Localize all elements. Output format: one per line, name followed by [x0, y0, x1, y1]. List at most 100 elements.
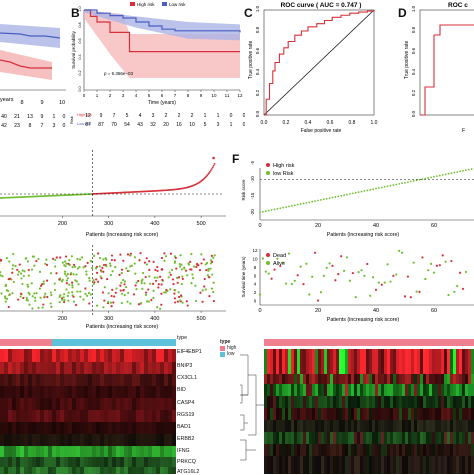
- survival-point-alive: [294, 280, 296, 282]
- survival-point-alive: [179, 266, 181, 268]
- survival-point-alive: [453, 291, 455, 293]
- gene-label: BNIP3: [177, 363, 192, 369]
- heatmap-cell: [294, 374, 297, 384]
- risk-point-low: [285, 206, 287, 208]
- heatmap-cell: [60, 457, 64, 467]
- heatmap-cell: [360, 408, 363, 420]
- heatmap-cell: [396, 384, 399, 396]
- survival-point-alive: [44, 293, 46, 295]
- survival-point-dead: [96, 272, 98, 274]
- risk-point-low: [439, 175, 441, 177]
- heatmap-cell: [267, 374, 270, 384]
- survival-point-alive: [13, 281, 15, 283]
- heatmap-cell: [393, 420, 396, 432]
- risk-table-value: 13: [27, 114, 33, 120]
- heatmap-cell: [4, 398, 8, 410]
- survival-point-alive: [194, 285, 196, 287]
- survival-point-alive: [190, 253, 192, 255]
- heatmap-cell: [441, 420, 444, 432]
- heatmap-cell: [354, 349, 357, 374]
- survival-point-alive: [43, 280, 45, 282]
- survival-point-dead: [177, 282, 179, 284]
- survival-point-alive: [64, 273, 66, 275]
- survival-point-dead: [204, 278, 206, 280]
- survival-point-alive: [71, 291, 73, 293]
- risk-point-low: [346, 194, 348, 196]
- survival-point-dead: [22, 297, 24, 299]
- heatmap-cell: [321, 349, 324, 374]
- survival-point-alive: [71, 286, 73, 288]
- heatmap-cell: [294, 432, 297, 444]
- heatmap-cell: [420, 374, 423, 384]
- heatmap-cell: [270, 444, 273, 456]
- heatmap-cell: [399, 349, 402, 374]
- heatmap-cell: [411, 349, 414, 374]
- heatmap-cell: [348, 396, 351, 408]
- heatmap-cell: [435, 420, 438, 432]
- heatmap-cell: [273, 384, 276, 396]
- heatmap-cell: [357, 432, 360, 444]
- heatmap-cell: [92, 386, 96, 398]
- heatmap-cell: [100, 398, 104, 410]
- survival-point-alive: [81, 256, 83, 258]
- heatmap-cell: [32, 362, 36, 374]
- survival-point-alive: [129, 303, 131, 305]
- heatmap-cell: [72, 457, 76, 467]
- heatmap-cell: [156, 410, 160, 422]
- legend-label: Alive: [273, 261, 285, 267]
- heatmap-cell: [366, 444, 369, 456]
- survival-point-dead: [174, 297, 176, 299]
- heatmap-cell: [414, 420, 417, 432]
- heatmap-cell: [378, 420, 381, 432]
- legend-swatch-high: [220, 346, 225, 351]
- survival-point-dead: [111, 295, 113, 297]
- heatmap-cell: [160, 446, 164, 457]
- heatmap-cell: [267, 432, 270, 444]
- heatmap-cell: [363, 396, 366, 408]
- heatmap-cell: [468, 456, 471, 474]
- heatmap-cell: [88, 349, 92, 362]
- heatmap-cell: [0, 434, 4, 446]
- risk-point-low: [337, 195, 339, 197]
- y-tick-label: 0.0: [78, 86, 82, 91]
- heatmap-cell: [28, 386, 32, 398]
- survival-point-dead: [161, 268, 163, 270]
- heatmap-cell: [285, 396, 288, 408]
- heatmap-cell: [309, 456, 312, 474]
- y-tick-label: 0.2: [78, 70, 82, 75]
- y-tick-label: 0.6: [255, 47, 260, 54]
- heatmap-cell: [96, 398, 100, 410]
- y-tick-label: 0: [254, 299, 257, 304]
- survival-point-alive: [22, 269, 24, 271]
- survival-point-dead: [195, 266, 197, 268]
- heatmap-cell: [132, 446, 136, 457]
- heatmap-cell: [294, 349, 297, 374]
- risk-point-low: [358, 191, 360, 193]
- heatmap-cell: [140, 374, 144, 386]
- heatmap-cell: [8, 467, 12, 474]
- risk-point-low: [268, 210, 270, 212]
- heatmap-cell: [132, 457, 136, 467]
- heatmap-cell: [381, 432, 384, 444]
- heatmap-cell: [267, 444, 270, 456]
- survival-point-alive: [68, 292, 70, 294]
- heatmap-cell: [264, 408, 267, 420]
- heatmap-cell: [108, 386, 112, 398]
- heatmap-cell: [333, 456, 336, 474]
- survival-point-dead: [139, 252, 141, 254]
- heatmap-cell: [318, 374, 321, 384]
- heatmap-cell: [40, 362, 44, 374]
- survival-point-dead: [102, 271, 104, 273]
- heatmap-cell: [405, 420, 408, 432]
- heatmap-cell: [294, 420, 297, 432]
- heatmap-cell: [24, 349, 28, 362]
- heatmap-cell: [120, 349, 124, 362]
- heatmap-cell: [411, 456, 414, 474]
- survival-point-alive: [99, 257, 101, 259]
- heatmap-cell: [44, 446, 48, 457]
- survival-point-alive: [182, 302, 184, 304]
- x-tick-label: 400: [150, 316, 159, 322]
- heatmap-cell: [372, 396, 375, 408]
- heatmap-cell: [152, 349, 156, 362]
